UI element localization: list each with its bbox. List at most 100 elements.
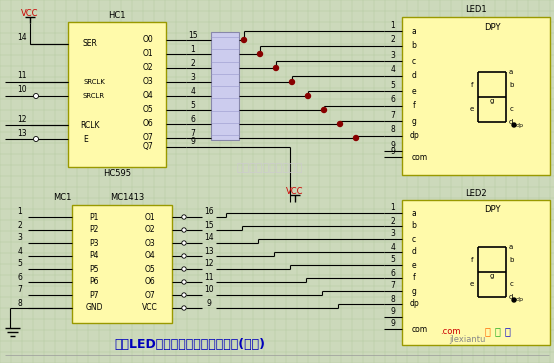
Text: 15: 15 [188, 30, 198, 40]
Text: c: c [510, 106, 514, 112]
Text: P3: P3 [89, 238, 99, 248]
Text: 1: 1 [391, 204, 396, 212]
Text: 11: 11 [204, 273, 214, 281]
Text: 9: 9 [191, 138, 196, 147]
Circle shape [242, 37, 247, 42]
Text: 14: 14 [17, 33, 27, 42]
Text: O1: O1 [145, 212, 155, 221]
Text: MC1: MC1 [53, 193, 71, 203]
Text: 15: 15 [204, 220, 214, 229]
Text: 1: 1 [18, 208, 22, 216]
Text: 7: 7 [191, 129, 196, 138]
Text: d: d [412, 72, 417, 81]
Text: 8: 8 [391, 294, 396, 303]
Text: 9: 9 [207, 298, 212, 307]
Text: com: com [412, 325, 428, 334]
Circle shape [353, 135, 358, 140]
Text: dp: dp [409, 131, 419, 140]
Text: 2: 2 [391, 216, 396, 225]
Circle shape [337, 122, 342, 126]
Text: a: a [412, 26, 417, 36]
Text: d: d [412, 248, 417, 257]
Text: 4: 4 [18, 246, 23, 256]
Text: .com: .com [440, 326, 460, 335]
Text: 3: 3 [391, 50, 396, 60]
Text: HC595: HC595 [103, 170, 131, 179]
Text: 3: 3 [191, 73, 196, 82]
Text: P6: P6 [89, 277, 99, 286]
Text: VCC: VCC [286, 188, 304, 196]
Text: 串行LED数码管动态扫描显示电路(共阴): 串行LED数码管动态扫描显示电路(共阴) [115, 339, 265, 351]
Text: a: a [509, 244, 513, 250]
Text: f: f [413, 273, 416, 282]
Text: b: b [510, 257, 514, 263]
Text: 8: 8 [18, 298, 22, 307]
Circle shape [182, 241, 186, 245]
Text: GND: GND [85, 303, 102, 313]
Text: c: c [510, 281, 514, 287]
Text: e: e [470, 106, 474, 112]
Text: c: c [412, 57, 416, 65]
Text: 5: 5 [391, 81, 396, 90]
Circle shape [182, 306, 186, 310]
Text: 16: 16 [204, 208, 214, 216]
Text: O6: O6 [142, 119, 153, 129]
Text: dp: dp [516, 298, 524, 302]
Text: 4: 4 [391, 65, 396, 74]
Bar [68, 22, 166, 167]
Text: HC1: HC1 [108, 11, 126, 20]
Text: 9: 9 [391, 319, 396, 329]
Text: d: d [509, 294, 513, 300]
Text: O7: O7 [145, 290, 155, 299]
Text: 杭州将睿科技有限公司: 杭州将睿科技有限公司 [237, 163, 303, 173]
Text: O5: O5 [145, 265, 155, 273]
Text: 13: 13 [17, 129, 27, 138]
Text: f: f [471, 257, 473, 263]
Circle shape [182, 254, 186, 258]
Text: d: d [509, 119, 513, 125]
Circle shape [33, 136, 38, 142]
Text: P5: P5 [89, 265, 99, 273]
Text: 图: 图 [504, 326, 510, 336]
Circle shape [182, 267, 186, 271]
Text: 4: 4 [391, 242, 396, 252]
Text: 6: 6 [18, 273, 23, 281]
Text: SRCLR: SRCLR [83, 93, 105, 99]
Text: g: g [490, 273, 494, 279]
Text: 11: 11 [17, 72, 27, 81]
Bar [402, 200, 550, 345]
Text: 2: 2 [391, 36, 396, 45]
Text: 4: 4 [191, 86, 196, 95]
Circle shape [512, 298, 516, 302]
Text: 5: 5 [191, 101, 196, 110]
Text: LED1: LED1 [465, 5, 487, 15]
Text: 2: 2 [191, 58, 196, 68]
Text: P1: P1 [89, 212, 99, 221]
Text: dp: dp [409, 299, 419, 309]
Text: E: E [84, 135, 89, 143]
Text: 10: 10 [204, 286, 214, 294]
Text: P4: P4 [89, 252, 99, 261]
Circle shape [182, 293, 186, 297]
Text: g: g [412, 117, 417, 126]
Text: 3: 3 [391, 229, 396, 238]
Text: 9: 9 [391, 140, 396, 150]
Text: e: e [412, 261, 416, 269]
Text: 6: 6 [391, 269, 396, 277]
Text: 9: 9 [391, 147, 396, 155]
Circle shape [274, 65, 279, 70]
Text: 1: 1 [391, 20, 396, 29]
Text: b: b [510, 82, 514, 88]
Circle shape [512, 123, 516, 127]
Text: jlexiantu: jlexiantu [449, 335, 485, 344]
Text: c: c [412, 234, 416, 244]
Text: 接: 接 [484, 326, 490, 336]
Text: O7: O7 [142, 134, 153, 143]
Text: O3: O3 [145, 238, 155, 248]
Text: 8: 8 [391, 126, 396, 135]
Circle shape [182, 280, 186, 284]
Circle shape [182, 215, 186, 219]
Text: VCC: VCC [21, 9, 39, 19]
Text: 6: 6 [191, 114, 196, 123]
Text: O6: O6 [145, 277, 155, 286]
